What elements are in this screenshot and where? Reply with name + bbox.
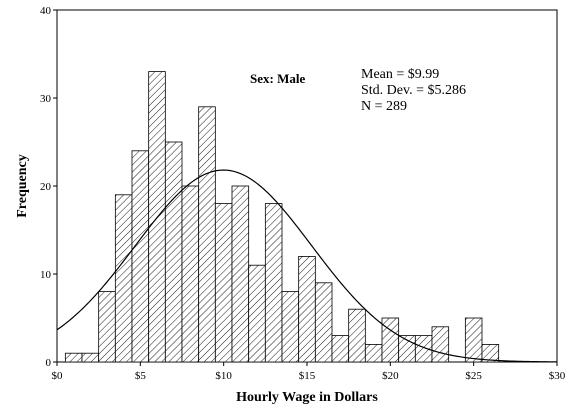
y-axis-ticks: 0 10 20 30 40 bbox=[40, 5, 57, 369]
y-axis-title: Frequency bbox=[15, 154, 30, 218]
histogram-bar bbox=[214, 203, 233, 363]
stat-mean: Mean = $9.99 bbox=[361, 67, 439, 82]
histogram-bar bbox=[348, 308, 366, 363]
stat-n: N = 289 bbox=[361, 99, 407, 114]
histogram-bar bbox=[314, 282, 333, 363]
x-axis-ticks: $0 $5 $10 $15 $20 $25 $30 bbox=[52, 362, 566, 382]
histogram-bar bbox=[248, 264, 266, 363]
histogram-bar bbox=[431, 326, 450, 363]
x-tick-label: $0 bbox=[52, 370, 64, 382]
y-tick-label: 0 bbox=[46, 357, 52, 369]
stat-std-dev: Std. Dev. = $5.286 bbox=[361, 83, 466, 98]
x-tick-label: $20 bbox=[382, 370, 399, 382]
normal-curve bbox=[56, 169, 558, 363]
x-tick-label: $25 bbox=[465, 370, 482, 382]
histogram-bar bbox=[164, 141, 183, 363]
y-tick-label: 30 bbox=[40, 93, 52, 105]
x-tick-label: $10 bbox=[215, 370, 232, 382]
histogram-bar bbox=[464, 317, 483, 363]
histogram-bar bbox=[131, 150, 150, 363]
y-tick-label: 20 bbox=[40, 181, 52, 193]
histogram-bar bbox=[364, 343, 383, 363]
histogram-bar bbox=[114, 194, 133, 363]
x-tick-label: $15 bbox=[299, 370, 316, 382]
histogram-bar bbox=[481, 343, 500, 363]
histogram-bar bbox=[281, 291, 300, 363]
histogram-bar bbox=[264, 203, 283, 363]
histogram-bar bbox=[181, 185, 200, 363]
histogram-bar bbox=[414, 335, 433, 363]
bars-group bbox=[64, 71, 500, 363]
histogram-bar bbox=[231, 185, 250, 363]
histogram-bar bbox=[64, 352, 83, 363]
histogram-bar bbox=[331, 335, 350, 363]
x-tick-label: $30 bbox=[549, 370, 566, 382]
histogram-bar bbox=[298, 255, 316, 363]
y-tick-label: 40 bbox=[40, 5, 52, 17]
y-tick-label: 10 bbox=[40, 269, 52, 281]
x-tick-label: $5 bbox=[135, 370, 147, 382]
histogram-bar bbox=[81, 352, 100, 363]
panel-label: Sex: Male bbox=[250, 71, 305, 86]
histogram-bar bbox=[98, 291, 116, 363]
x-axis-title: Hourly Wage in Dollars bbox=[236, 390, 378, 405]
histogram-bar bbox=[198, 106, 216, 363]
histogram-bar bbox=[381, 317, 400, 363]
